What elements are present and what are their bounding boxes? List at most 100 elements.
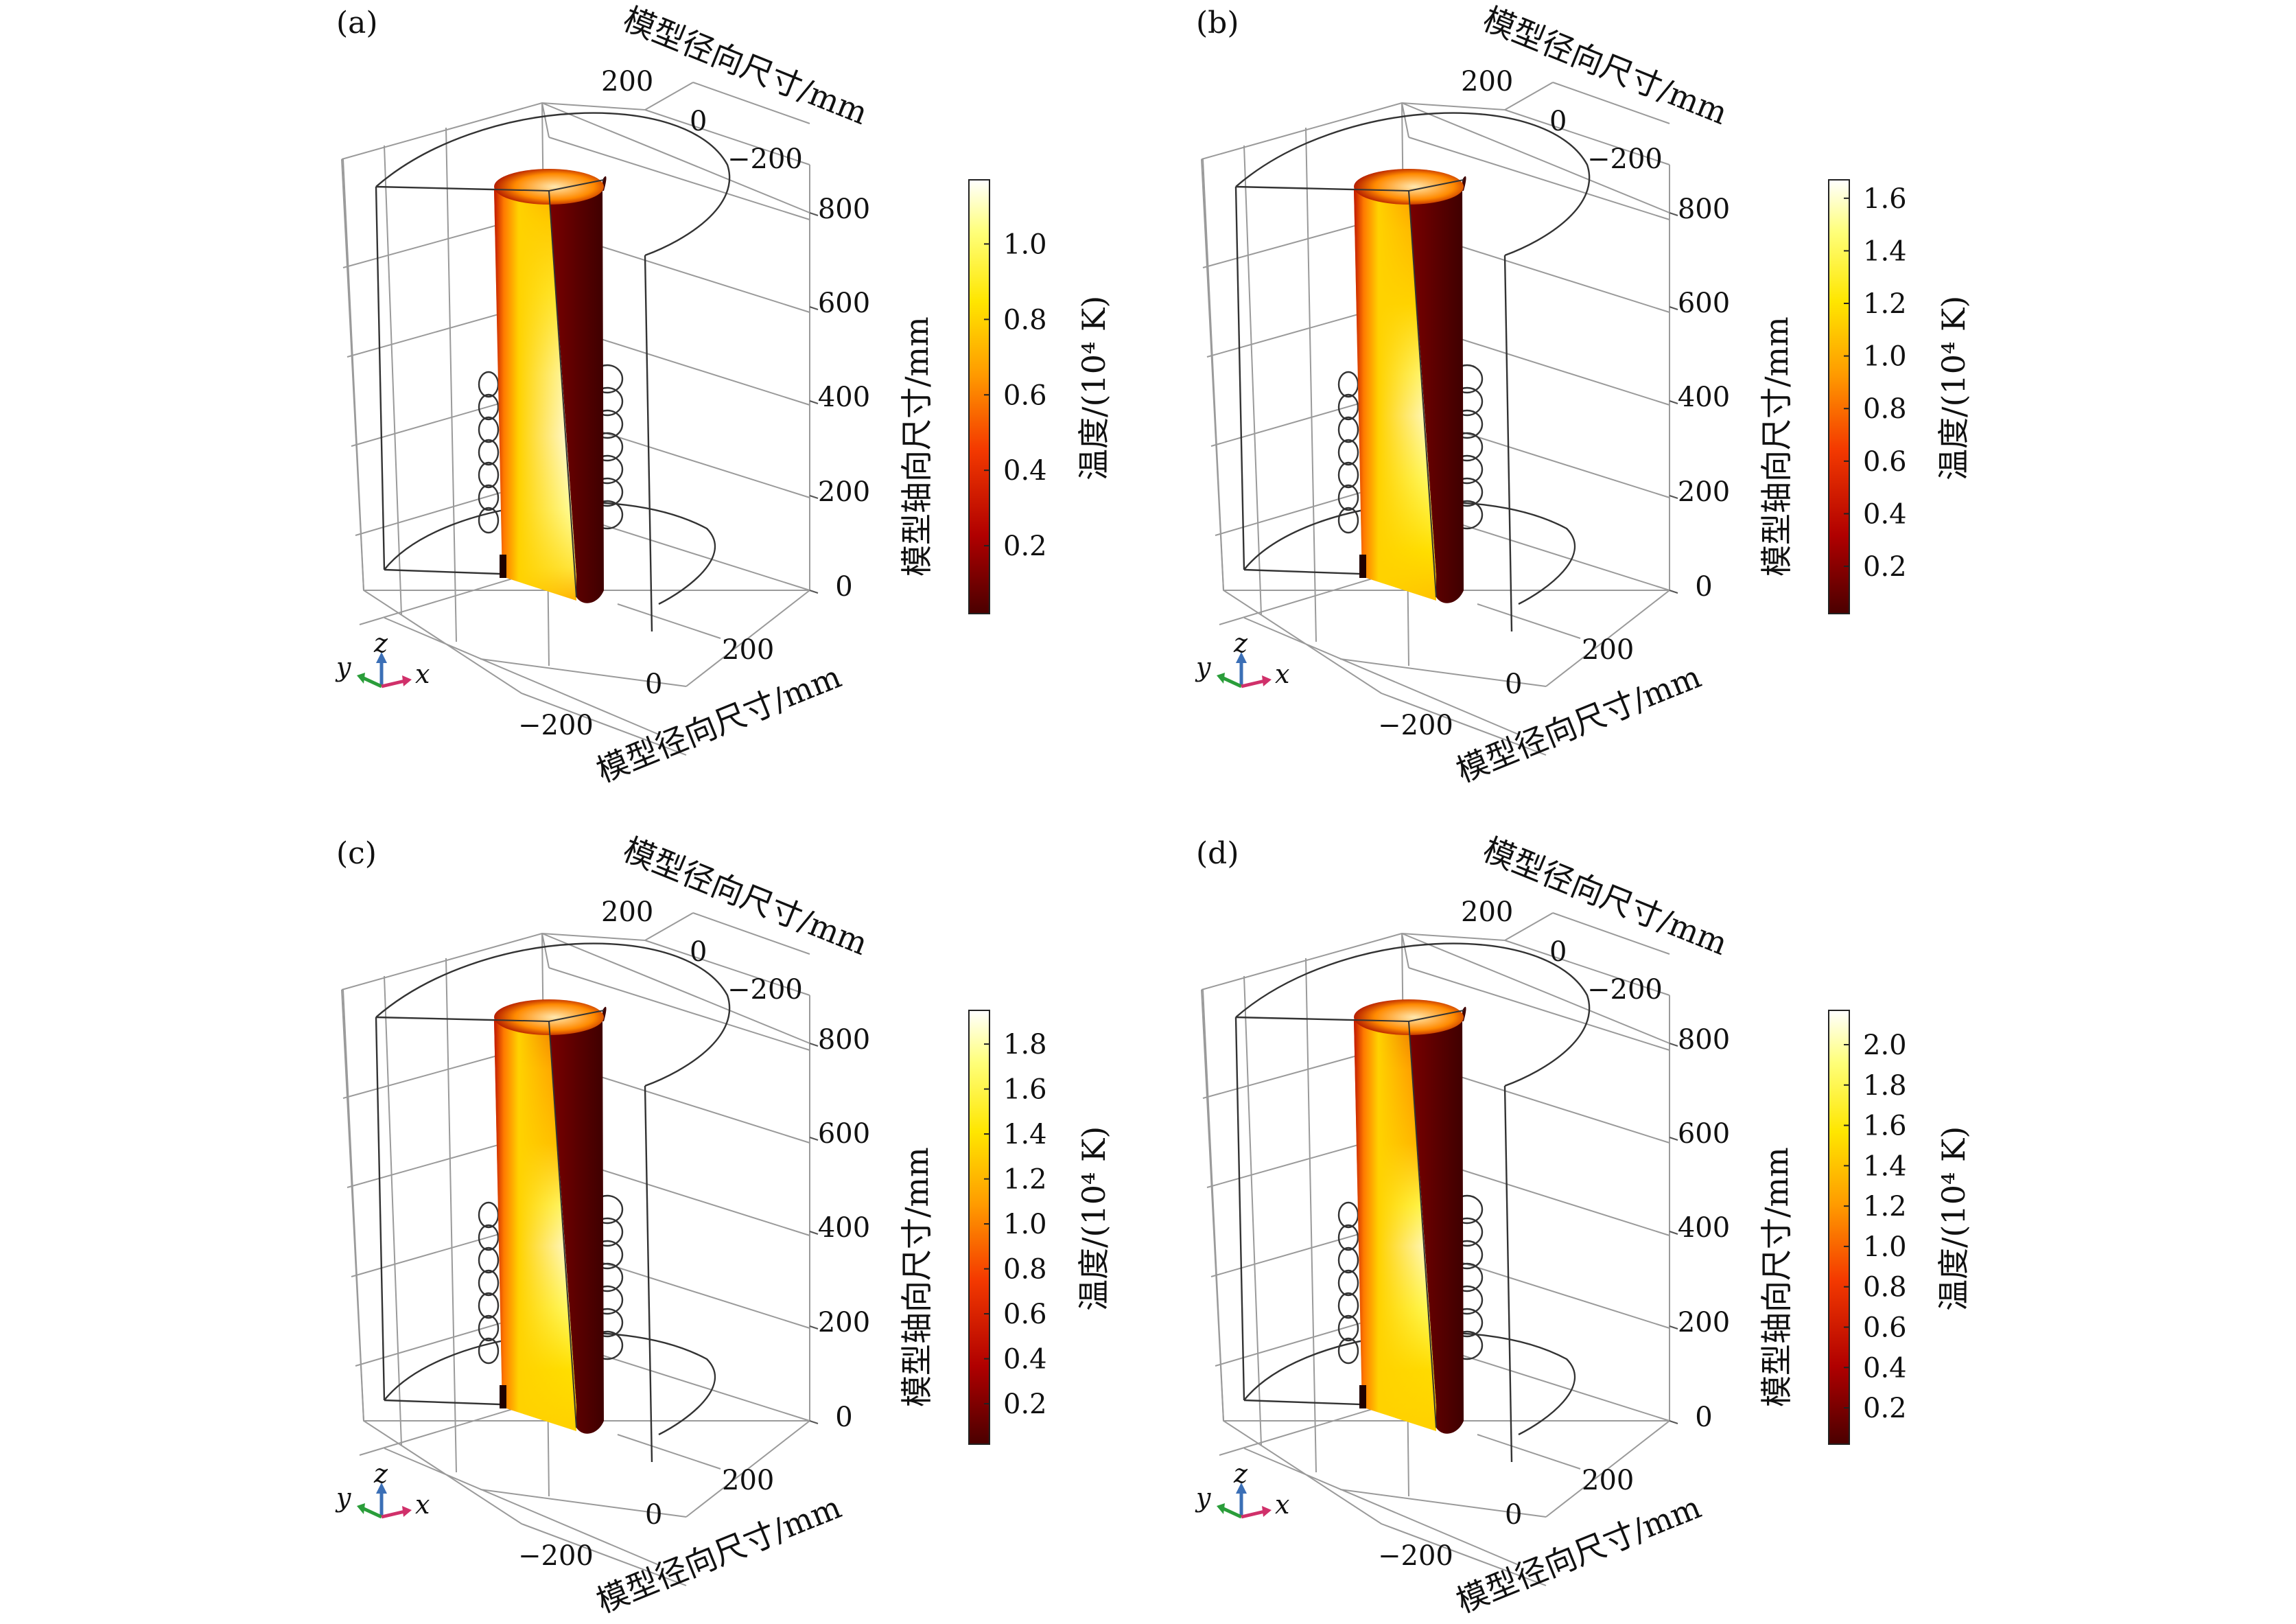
grid-hline: [1401, 933, 1670, 1044]
z-tick-label: 800: [1678, 194, 1730, 225]
grid-hline: [541, 933, 810, 1044]
nozzle-stub: [500, 1385, 506, 1408]
z-tick-mark: [1669, 1420, 1678, 1424]
domain-bottom-arc: [1243, 1332, 1576, 1436]
grid-hline: [548, 137, 810, 220]
z-tick-label: 600: [1678, 1118, 1730, 1150]
grid-vline: [1202, 159, 1224, 591]
z-tick-label: 600: [818, 1118, 870, 1150]
y-tick-label: 0: [645, 669, 662, 700]
z-tick-mark: [809, 1325, 819, 1330]
column-top-cap: [1354, 999, 1464, 1035]
domain-right-edge: [644, 255, 653, 632]
grid-floor: [1339, 658, 1547, 687]
grid-top-edge: [341, 912, 694, 990]
x-tick-label: 200: [601, 896, 653, 928]
plasma-column: [493, 999, 607, 1434]
coil-turn-left: [478, 1246, 500, 1274]
domain-top-arc: [1235, 942, 1591, 1087]
colorbar: [968, 179, 990, 614]
coil-turn-left: [478, 1292, 500, 1319]
triad-x-arrow: [1241, 1509, 1265, 1519]
y-axis-label: 模型径向尺寸/mm: [591, 1488, 846, 1620]
triad-x-label: x: [415, 659, 430, 689]
colorbar-label: 温度/(10⁴ K): [1075, 1126, 1112, 1311]
colorbar-tick-label: 0.2: [1863, 1393, 1907, 1424]
coil-turn-left: [1337, 1337, 1359, 1365]
grid-floor: [1243, 617, 1519, 735]
grid-back-post: [541, 102, 550, 138]
grid-vline: [342, 989, 364, 1422]
z-tick-mark: [1669, 495, 1678, 499]
colorbar-tick-label: 0.4: [1863, 498, 1907, 530]
z-tick-mark: [1669, 590, 1678, 594]
triad-x-arrow: [381, 1509, 406, 1519]
x-tick-label: 0: [690, 106, 707, 137]
coil-turn-left: [478, 393, 500, 421]
domain-left-edge: [1234, 186, 1245, 570]
triad-z-label: z: [1233, 1459, 1248, 1489]
z-tick-label: 800: [818, 194, 870, 225]
coil-turn-left: [1337, 484, 1359, 511]
z-tick-label: 200: [1678, 1307, 1730, 1338]
grid-hline: [692, 82, 810, 124]
triad-y-head: [357, 1503, 365, 1514]
domain-right-edge: [1503, 1085, 1513, 1463]
grid-vline: [1243, 145, 1262, 615]
colorbar-tick-label: 1.4: [1863, 235, 1907, 267]
triad-z-label: z: [373, 628, 388, 658]
grid-vline: [384, 975, 402, 1446]
z-tick-mark: [1669, 1231, 1678, 1235]
panel-a: (a)80060040020002000−200模型径向尺寸/mm2000−20…: [335, 0, 1112, 789]
coil-turn-left: [478, 1201, 500, 1229]
z-tick-mark: [1669, 1325, 1678, 1330]
grid-hline: [1552, 82, 1670, 124]
colorbar-tick-label: 1.0: [1003, 1209, 1047, 1240]
colorbar-tick-label: 0.2: [1003, 1389, 1047, 1420]
nozzle-stub: [500, 555, 506, 578]
z-tick-mark: [1669, 212, 1678, 216]
triad-x-label: x: [1275, 1489, 1289, 1520]
z-tick-mark: [809, 1043, 819, 1047]
grid-hline: [541, 102, 810, 213]
grid-floor: [480, 1489, 687, 1518]
x-tick-label: 0: [1549, 936, 1567, 968]
domain-outline: [375, 942, 731, 1463]
colorbar-tick-label: 0.6: [1863, 446, 1907, 478]
colorbar-tick-label: 0.6: [1003, 380, 1047, 411]
colorbar-tick-label: 0.8: [1003, 1254, 1047, 1286]
triad-y-label: y: [335, 1483, 351, 1513]
x-tick-label: −200: [727, 974, 803, 1006]
triad-y-label: y: [1195, 1483, 1211, 1513]
x-tick-label: 0: [1549, 106, 1567, 137]
axis-triad: yzx: [1195, 628, 1289, 689]
colorbar-tick-label: 0.4: [1003, 455, 1047, 487]
column-top-cap: [1354, 169, 1464, 205]
colorbar-tick-label: 0.8: [1003, 304, 1047, 336]
z-tick-label: 800: [818, 1024, 870, 1056]
colorbar-tick-label: 1.0: [1863, 341, 1907, 373]
domain-top-arc: [1235, 112, 1591, 257]
coil-turn-left: [1337, 1269, 1359, 1297]
grid-vline: [1243, 975, 1262, 1446]
y-tick-label: 200: [1582, 1465, 1634, 1496]
z-tick-label: 400: [818, 382, 870, 413]
triad-z-head: [376, 652, 387, 663]
column-side-face: [1409, 176, 1466, 603]
grid-top-edge: [341, 82, 694, 160]
column-top-cap: [494, 999, 604, 1035]
grid-hline: [1552, 912, 1670, 955]
colorbar-tick-label: 1.2: [1003, 1164, 1047, 1196]
grid-vline: [1202, 989, 1224, 1422]
grid-vline: [445, 127, 457, 642]
triad-y-arrow: [1222, 676, 1243, 688]
y-axis-label: 模型径向尺寸/mm: [591, 658, 846, 789]
triad-y-label: y: [335, 652, 351, 682]
colorbar-label: 温度/(10⁴ K): [1935, 1126, 1972, 1311]
grid-hline: [1408, 137, 1670, 220]
y-tick-label: 200: [722, 1465, 774, 1496]
grid-back-post: [541, 933, 550, 968]
colorbar-tick-label: 1.4: [1863, 1150, 1907, 1182]
grid-floor: [617, 1434, 721, 1470]
